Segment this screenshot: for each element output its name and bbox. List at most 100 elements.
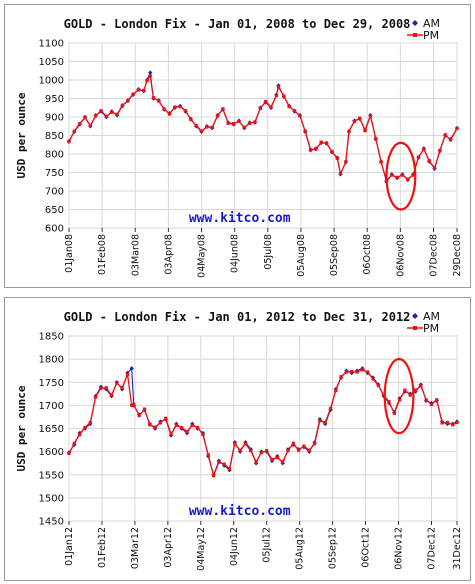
data-point-pm xyxy=(173,105,177,109)
data-point-pm xyxy=(148,74,152,78)
x-tick-label: 04Jun12 xyxy=(229,527,240,566)
data-point-pm xyxy=(238,448,242,452)
legend-label-am: AM xyxy=(423,17,440,30)
y-tick-label: 600 xyxy=(45,224,64,235)
data-point-pm xyxy=(324,142,329,146)
data-point-pm xyxy=(136,88,141,92)
data-point-pm xyxy=(411,173,415,177)
x-tick-label: 01Jan12 xyxy=(64,527,75,566)
x-tick-label: 03Apr08 xyxy=(163,234,174,275)
data-point-pm xyxy=(298,114,302,118)
data-point-pm xyxy=(120,386,124,390)
data-point-pm xyxy=(312,442,317,446)
data-point-pm xyxy=(254,460,258,464)
data-point-pm xyxy=(435,398,439,402)
y-tick-label: 1800 xyxy=(39,355,64,366)
data-point-am xyxy=(148,70,153,75)
data-point-pm xyxy=(78,122,82,126)
x-tick-label: 03Mar12 xyxy=(130,527,141,569)
data-point-pm xyxy=(131,92,135,96)
data-point-pm xyxy=(270,457,274,462)
data-point-pm xyxy=(334,388,338,393)
data-point-pm xyxy=(330,149,334,154)
y-tick-label: 1850 xyxy=(39,332,64,343)
data-point-pm xyxy=(109,393,114,397)
data-point-pm xyxy=(222,462,226,466)
data-point-pm xyxy=(422,147,426,151)
highlight-ellipse xyxy=(385,141,417,211)
data-point-am xyxy=(129,366,134,371)
data-point-pm xyxy=(432,166,437,170)
data-point-pm xyxy=(158,421,163,425)
data-point-pm xyxy=(403,388,407,392)
legend-marker-pm xyxy=(413,33,417,37)
y-axis-label: USD per ounce xyxy=(15,92,28,178)
chart-panel-2008: GOLD - London Fix - Jan 01, 2008 to Dec … xyxy=(4,4,471,288)
data-point-pm xyxy=(347,129,351,133)
legend-label-pm: PM xyxy=(423,322,439,335)
data-point-pm xyxy=(206,453,210,457)
x-tick-label: 07Dec08 xyxy=(428,234,439,277)
gold-chart-2008: GOLD - London Fix - Jan 01, 2008 to Dec … xyxy=(15,17,463,278)
data-point-pm xyxy=(137,413,141,418)
data-point-pm xyxy=(387,400,391,404)
data-point-pm xyxy=(352,119,356,124)
data-point-pm xyxy=(335,156,339,161)
y-tick-label: 1750 xyxy=(39,378,64,389)
data-point-pm xyxy=(189,117,193,122)
data-point-pm xyxy=(292,109,297,113)
legend-marker-am xyxy=(412,20,418,26)
data-point-pm xyxy=(366,370,370,374)
x-tick-label: 06Nov12 xyxy=(394,527,405,570)
y-tick-label: 1500 xyxy=(39,493,64,504)
data-point-pm xyxy=(400,173,405,177)
chart-title: GOLD - London Fix - Jan 01, 2012 to Dec … xyxy=(64,310,411,324)
x-tick-label: 05Jul08 xyxy=(263,234,274,270)
data-point-pm xyxy=(374,136,378,141)
y-tick-label: 800 xyxy=(45,150,64,161)
y-tick-label: 1450 xyxy=(39,517,64,528)
data-point-pm xyxy=(67,140,71,144)
data-point-pm xyxy=(344,160,348,164)
data-point-pm xyxy=(93,395,98,399)
data-point-pm xyxy=(275,456,279,460)
data-point-pm xyxy=(169,432,173,436)
data-point-pm xyxy=(72,129,76,133)
y-tick-label: 1700 xyxy=(39,401,64,412)
y-tick-label: 950 xyxy=(45,94,64,105)
x-tick-label: 04May12 xyxy=(196,527,207,571)
series-line-pm xyxy=(68,74,458,183)
data-point-pm xyxy=(178,105,182,109)
data-point-pm xyxy=(194,123,198,128)
data-point-pm xyxy=(94,114,98,118)
data-point-pm xyxy=(180,425,184,430)
data-point-pm xyxy=(303,129,307,133)
data-point-pm xyxy=(427,159,431,163)
data-point-pm xyxy=(104,386,108,390)
watermark-text: www.kitco.com xyxy=(189,504,291,519)
y-tick-label: 1650 xyxy=(39,424,64,435)
data-point-pm xyxy=(363,129,367,133)
data-point-pm xyxy=(226,121,230,125)
data-point-pm xyxy=(78,432,82,437)
y-tick-label: 900 xyxy=(45,113,64,124)
data-point-pm xyxy=(164,416,168,420)
data-point-pm xyxy=(413,388,418,392)
data-point-pm xyxy=(190,423,194,427)
gold-chart-2012: GOLD - London Fix - Jan 01, 2012 to Dec … xyxy=(15,310,463,571)
data-point-pm xyxy=(237,119,241,124)
data-point-pm xyxy=(83,425,87,430)
data-point-pm xyxy=(104,114,109,118)
data-point-pm xyxy=(199,129,204,133)
x-tick-label: 06Oct12 xyxy=(361,527,372,568)
data-point-pm xyxy=(232,122,236,126)
x-tick-label: 31Dec12 xyxy=(452,527,463,570)
y-tick-label: 700 xyxy=(45,187,64,198)
data-point-pm xyxy=(67,451,71,456)
data-point-pm xyxy=(72,441,76,445)
data-point-pm xyxy=(185,430,189,434)
data-point-pm xyxy=(145,79,149,83)
y-tick-label: 1050 xyxy=(39,57,64,68)
data-point-pm xyxy=(291,441,295,445)
data-point-pm xyxy=(233,442,237,446)
